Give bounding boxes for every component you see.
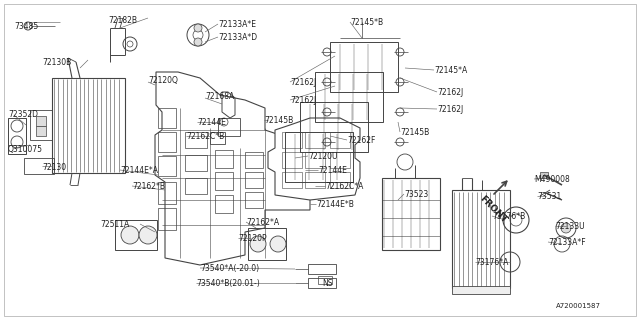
Bar <box>215 172 233 190</box>
Bar <box>215 195 233 213</box>
Text: M490008: M490008 <box>534 175 570 184</box>
Bar <box>158 208 176 230</box>
Polygon shape <box>268 118 360 200</box>
Text: 72133U: 72133U <box>555 222 584 231</box>
Text: 73540*A(-20.0): 73540*A(-20.0) <box>200 264 259 273</box>
Circle shape <box>121 226 139 244</box>
Text: 72162C*B: 72162C*B <box>186 132 224 141</box>
Bar <box>245 172 263 188</box>
Text: 72162J: 72162J <box>290 78 316 87</box>
Text: Q310075: Q310075 <box>8 145 43 154</box>
Text: 73176*B: 73176*B <box>492 212 525 221</box>
Text: 72133A*D: 72133A*D <box>218 33 257 42</box>
Bar <box>282 132 302 148</box>
Bar <box>218 118 240 136</box>
Bar <box>36 116 46 126</box>
Bar <box>308 264 336 274</box>
Bar <box>24 158 54 174</box>
Bar <box>245 152 263 168</box>
Text: 72162*A: 72162*A <box>246 218 279 227</box>
Bar <box>36 126 46 136</box>
Bar <box>158 132 176 152</box>
Text: 72120U: 72120U <box>308 152 337 161</box>
Bar <box>185 155 207 171</box>
Text: 72133A*F: 72133A*F <box>548 238 586 247</box>
Text: 72162J: 72162J <box>437 105 463 114</box>
Text: 72130B: 72130B <box>42 58 71 67</box>
Bar <box>305 132 325 148</box>
Bar <box>210 132 225 144</box>
Bar <box>282 152 302 168</box>
Bar <box>30 110 52 140</box>
Text: 72145*A: 72145*A <box>434 66 467 75</box>
Text: 72162*B: 72162*B <box>132 182 165 191</box>
Text: 72162F: 72162F <box>347 136 376 145</box>
Text: 72511A: 72511A <box>100 220 129 229</box>
Bar <box>308 278 336 288</box>
Text: 73523: 73523 <box>404 190 428 199</box>
Bar <box>330 42 398 92</box>
Circle shape <box>250 236 266 252</box>
Bar <box>300 102 368 152</box>
Circle shape <box>270 236 286 252</box>
Bar <box>305 172 325 188</box>
Text: 72162C*A: 72162C*A <box>325 182 364 191</box>
Bar <box>245 192 263 208</box>
Text: 72130: 72130 <box>42 163 66 172</box>
Bar <box>158 156 176 176</box>
Polygon shape <box>155 72 310 265</box>
Text: 72162J: 72162J <box>290 96 316 105</box>
Text: 72182B: 72182B <box>108 16 137 25</box>
Text: 72120P: 72120P <box>238 234 267 243</box>
Text: A720001587: A720001587 <box>556 303 601 309</box>
Bar <box>185 132 207 148</box>
Bar <box>540 172 548 178</box>
Bar <box>8 118 26 154</box>
Bar <box>452 286 510 294</box>
Text: 72144E: 72144E <box>318 166 347 175</box>
Circle shape <box>194 38 202 46</box>
Text: 73531: 73531 <box>537 192 561 201</box>
Bar <box>330 152 350 168</box>
Bar <box>248 228 286 260</box>
Text: 72162J: 72162J <box>437 88 463 97</box>
Text: 72120Q: 72120Q <box>148 76 178 85</box>
Text: FRONT: FRONT <box>477 194 509 225</box>
Text: 72145B: 72145B <box>264 116 293 125</box>
Text: 72352D: 72352D <box>8 110 38 119</box>
Text: 73176*A: 73176*A <box>475 258 508 267</box>
Bar <box>158 108 176 128</box>
Bar <box>382 178 440 250</box>
Bar <box>318 276 332 284</box>
Bar <box>158 182 176 204</box>
Text: 72145*B: 72145*B <box>350 18 383 27</box>
Bar <box>282 172 302 188</box>
Bar <box>52 78 125 173</box>
Circle shape <box>561 223 571 233</box>
Text: 72133A*E: 72133A*E <box>218 20 256 29</box>
Text: 72144E*B: 72144E*B <box>316 200 354 209</box>
Bar <box>285 132 353 182</box>
Bar <box>115 220 157 250</box>
Bar <box>185 178 207 194</box>
Bar <box>452 190 510 288</box>
Text: 72144E*A: 72144E*A <box>120 166 158 175</box>
Bar <box>330 132 350 148</box>
Bar <box>315 72 383 122</box>
Text: 72168A: 72168A <box>205 92 234 101</box>
Text: 73540*B(20.01-): 73540*B(20.01-) <box>196 279 260 288</box>
Text: NS: NS <box>322 279 333 288</box>
Text: 73485: 73485 <box>14 22 38 31</box>
Bar <box>215 150 233 168</box>
Bar <box>330 172 350 188</box>
Circle shape <box>194 24 202 32</box>
Text: 72144E: 72144E <box>197 118 226 127</box>
Text: 72145B: 72145B <box>400 128 429 137</box>
Circle shape <box>139 226 157 244</box>
Bar <box>305 152 325 168</box>
